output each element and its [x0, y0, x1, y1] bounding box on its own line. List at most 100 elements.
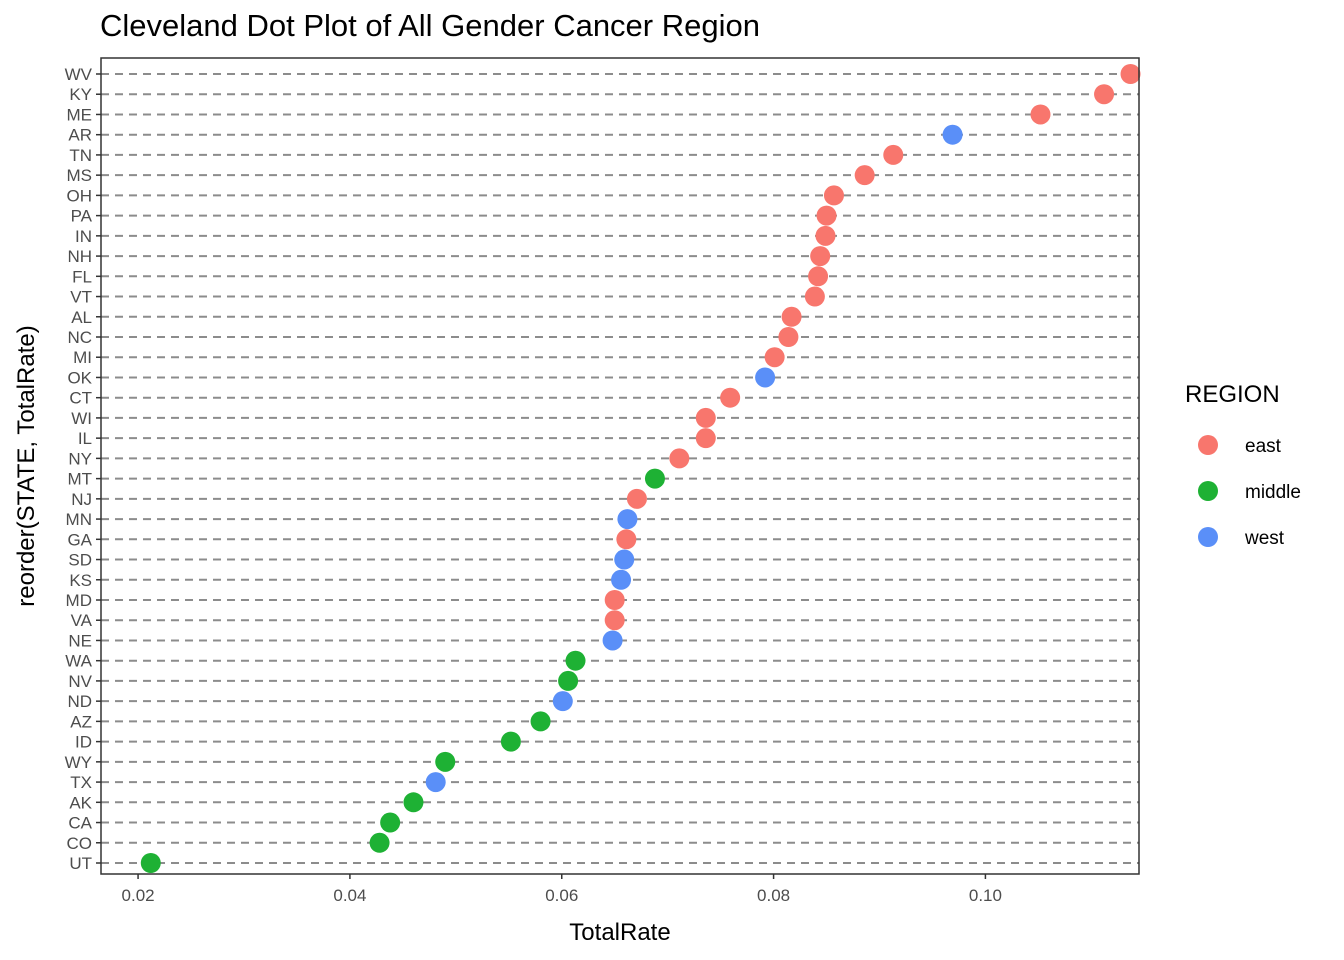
chart-title: Cleveland Dot Plot of All Gender Cancer …	[100, 8, 760, 43]
y-tick-label-il: IL	[78, 429, 92, 448]
legend-label-middle: middle	[1245, 482, 1301, 503]
data-point-ks	[611, 569, 632, 590]
x-axis: 0.02 0.04 0.06 0.08 0.10	[122, 874, 1002, 905]
y-tick-label-mn: MN	[66, 510, 92, 529]
y-tick-label-ca: CA	[68, 814, 92, 833]
y-tick-label-ct: CT	[69, 389, 92, 408]
data-point-vt	[804, 286, 825, 307]
data-point-va	[604, 610, 625, 631]
data-point-mn	[617, 509, 638, 530]
data-point-al	[781, 306, 802, 327]
data-point-co	[369, 832, 390, 853]
data-point-sd	[614, 549, 635, 570]
x-tick-label-0.04: 0.04	[333, 886, 366, 905]
y-tick-label-az: AZ	[70, 712, 92, 731]
y-tick-label-tn: TN	[69, 146, 92, 165]
data-point-nv	[558, 670, 579, 691]
y-tick-label-wy: WY	[65, 753, 92, 772]
data-point-ak	[403, 792, 424, 813]
data-point-ky	[1094, 84, 1115, 105]
y-tick-label-nj: NJ	[71, 490, 92, 509]
points-layer	[140, 64, 1141, 873]
data-point-in	[815, 225, 836, 246]
data-point-ar	[942, 124, 963, 145]
y-tick-label-ny: NY	[68, 449, 92, 468]
y-tick-label-ut: UT	[69, 854, 92, 873]
legend-label-west: west	[1244, 528, 1285, 549]
y-tick-label-nh: NH	[67, 247, 92, 266]
data-point-nj	[626, 488, 647, 509]
data-point-ct	[720, 387, 741, 408]
data-point-wa	[565, 650, 586, 671]
data-point-me	[1030, 104, 1051, 125]
data-point-nc	[778, 327, 799, 347]
x-tick-label-0.10: 0.10	[969, 886, 1002, 905]
data-point-tx	[425, 772, 446, 793]
y-axis-title: reorder(STATE, TotalRate)	[13, 325, 40, 606]
y-tick-label-vt: VT	[70, 288, 92, 307]
y-tick-label-wv: WV	[65, 65, 93, 84]
y-tick-label-md: MD	[66, 591, 92, 610]
x-axis-title: TotalRate	[569, 919, 670, 946]
data-point-mt	[644, 468, 665, 489]
data-point-il	[695, 428, 716, 449]
legend-key-west	[1198, 527, 1218, 547]
y-tick-label-ak: AK	[69, 793, 92, 812]
data-point-md	[604, 590, 625, 610]
y-tick-label-nd: ND	[67, 692, 92, 711]
y-tick-label-mt: MT	[67, 470, 92, 489]
x-tick-label-0.02: 0.02	[122, 886, 155, 905]
data-point-ga	[616, 529, 637, 550]
y-tick-label-va: VA	[71, 611, 93, 630]
y-tick-label-ks: KS	[69, 571, 92, 590]
y-tick-label-tx: TX	[70, 773, 92, 792]
y-tick-label-co: CO	[67, 834, 93, 853]
data-point-mi	[764, 347, 785, 368]
data-point-oh	[823, 185, 844, 206]
y-tick-label-ne: NE	[68, 631, 92, 650]
y-tick-label-ms: MS	[67, 166, 93, 185]
data-point-ut	[140, 853, 161, 873]
y-tick-label-mi: MI	[73, 348, 92, 367]
data-point-ne	[602, 630, 623, 651]
data-point-az	[530, 711, 551, 732]
data-point-ny	[669, 448, 690, 469]
panel-border	[100, 57, 1140, 875]
y-tick-label-id: ID	[75, 733, 92, 752]
y-tick-label-ok: OK	[67, 368, 92, 387]
y-tick-label-sd: SD	[68, 551, 92, 570]
y-tick-label-pa: PA	[71, 207, 93, 226]
data-point-pa	[816, 205, 837, 226]
y-tick-label-ar: AR	[68, 126, 92, 145]
legend-title: REGION	[1185, 381, 1280, 408]
x-tick-label-0.08: 0.08	[757, 886, 790, 905]
y-tick-label-in: IN	[75, 227, 92, 246]
y-tick-label-oh: OH	[67, 186, 93, 205]
y-tick-label-nc: NC	[67, 328, 92, 347]
y-tick-label-wi: WI	[71, 409, 92, 428]
legend-items: east middle west	[1198, 435, 1301, 549]
x-tick-label-0.06: 0.06	[545, 886, 578, 905]
legend: REGION east middle west	[1185, 381, 1301, 549]
data-point-tn	[883, 144, 904, 165]
data-point-ca	[380, 812, 401, 833]
data-point-fl	[808, 266, 829, 287]
data-point-wi	[695, 407, 716, 428]
y-tick-label-me: ME	[67, 105, 93, 124]
legend-label-east: east	[1245, 436, 1282, 457]
legend-key-middle	[1198, 481, 1218, 501]
y-tick-label-ky: KY	[69, 85, 92, 104]
data-point-ok	[755, 367, 776, 388]
data-point-nd	[552, 691, 573, 712]
y-tick-label-wa: WA	[65, 652, 92, 671]
data-point-nh	[810, 246, 831, 267]
grid-layer	[101, 73, 1139, 864]
y-tick-label-fl: FL	[72, 267, 92, 286]
legend-key-east	[1198, 435, 1218, 455]
y-tick-label-nv: NV	[68, 672, 92, 691]
data-point-id	[500, 731, 521, 752]
data-point-wv	[1120, 64, 1141, 84]
data-point-ms	[854, 165, 875, 186]
